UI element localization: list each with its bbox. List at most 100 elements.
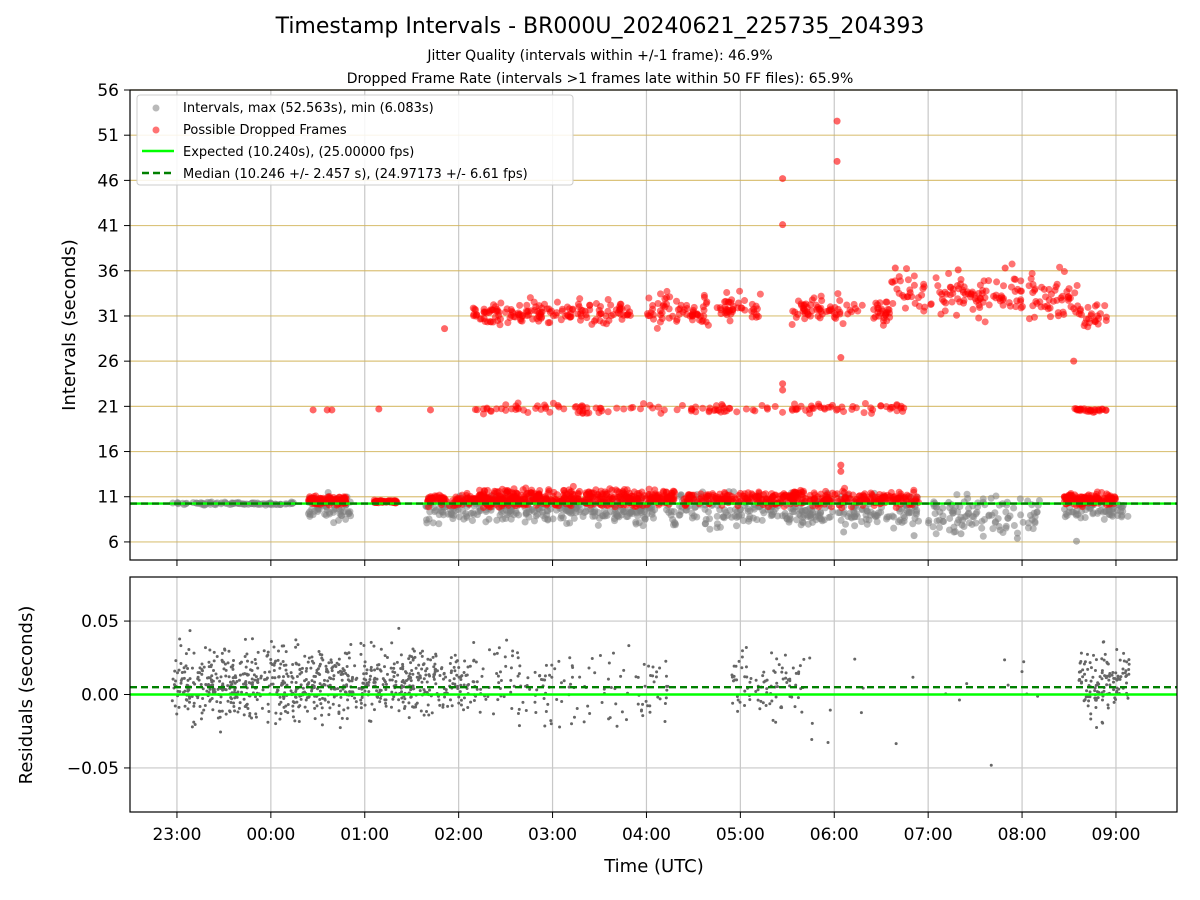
residual-point [376, 663, 380, 667]
residual-point [266, 702, 270, 706]
residual-point [425, 680, 429, 684]
residual-point [1089, 666, 1093, 670]
dropped-frame-point [1056, 263, 1064, 271]
residual-point [647, 664, 651, 668]
dropped-frame-point [1066, 294, 1074, 302]
residual-point [516, 674, 520, 678]
residual-point [267, 709, 271, 713]
residual-point [431, 655, 435, 659]
residual-point [400, 690, 404, 694]
residual-point [397, 709, 401, 713]
residual-point [238, 701, 242, 705]
residual-point [250, 637, 254, 641]
residual-point [773, 670, 777, 674]
dropped-frame-point [895, 488, 903, 496]
residual-point [775, 657, 779, 661]
dropped-frame-point [1010, 275, 1018, 283]
residual-point [338, 726, 342, 730]
residual-point [262, 649, 266, 653]
residual-point [534, 711, 538, 715]
dropped-frame-point [910, 281, 918, 289]
interval-point [994, 515, 1002, 523]
residual-point [442, 671, 446, 675]
dropped-frame-point [720, 408, 728, 416]
residual-point [188, 629, 192, 633]
residual-point [1111, 670, 1115, 674]
dropped-frame-point [789, 307, 797, 315]
dropped-frame-point [665, 305, 673, 313]
residual-point [267, 670, 271, 674]
residual-point [230, 697, 234, 701]
residual-point [553, 667, 557, 671]
interval-point [570, 514, 578, 522]
dropped-frame-point [875, 312, 883, 320]
residual-point [193, 682, 197, 686]
dropped-frame-point [843, 301, 851, 309]
residual-point [1112, 680, 1116, 684]
dropped-frame-point [744, 497, 752, 505]
residual-point [343, 690, 347, 694]
residual-point [330, 660, 334, 664]
dropped-frame-point [827, 503, 835, 511]
residual-point [550, 675, 554, 679]
time-x-tick-label: 07:00 [904, 825, 953, 845]
residual-point [297, 720, 301, 724]
interval-point [493, 516, 501, 524]
interval-points [169, 117, 1132, 545]
interval-point [613, 510, 621, 518]
residual-point [183, 704, 187, 708]
interval-point [953, 491, 961, 499]
interval-point [1074, 511, 1082, 519]
dropped-frame-point [910, 272, 918, 280]
residual-point [331, 665, 335, 669]
residual-point [284, 650, 288, 654]
residual-point [1119, 675, 1123, 679]
residual-point [427, 673, 431, 677]
dropped-frame-point [618, 315, 626, 323]
interval-point [985, 512, 993, 520]
residual-point [448, 679, 452, 683]
residual-point [663, 720, 667, 724]
residual-point [286, 674, 290, 678]
residual-point [240, 690, 244, 694]
dropped-frame-point [1001, 264, 1009, 272]
dropped-frame-point [502, 406, 510, 414]
dropped-frame-point [960, 283, 968, 291]
residual-point [313, 717, 317, 721]
residual-point [639, 709, 643, 713]
residual-point [221, 660, 225, 664]
residual-point [299, 683, 303, 687]
residual-point [777, 663, 781, 667]
residual-point [354, 705, 358, 709]
residual-point [179, 681, 183, 685]
residual-point [187, 688, 191, 692]
interval-y-tick-label: 11 [97, 488, 119, 508]
residual-point [414, 703, 418, 707]
residual-point [346, 698, 350, 702]
residual-point [743, 704, 747, 708]
interval-point [1073, 537, 1081, 545]
residual-point [517, 707, 521, 711]
residual-point [1083, 698, 1087, 702]
residual-point [276, 649, 280, 653]
residual-point [1127, 662, 1131, 666]
residual-point [294, 638, 298, 642]
residual-point [317, 650, 321, 654]
residual-point [392, 662, 396, 666]
dropped-frame-point [1098, 489, 1106, 497]
residual-point [441, 705, 445, 709]
dropped-frame-point [981, 318, 989, 326]
interval-point [745, 517, 753, 525]
dropped-frame-point [759, 491, 767, 499]
dropped-frame-point [893, 401, 901, 409]
dropped-frame-point [633, 495, 641, 503]
dropped-frame-point [654, 403, 662, 411]
interval-point [733, 522, 741, 530]
interval-point [528, 506, 536, 514]
interval-y-tick-label: 56 [97, 81, 119, 101]
residual-point [754, 690, 758, 694]
residual-point [402, 706, 406, 710]
residual-point [466, 705, 470, 709]
dropped-frame-point [1087, 312, 1095, 320]
residual-point [788, 695, 792, 699]
